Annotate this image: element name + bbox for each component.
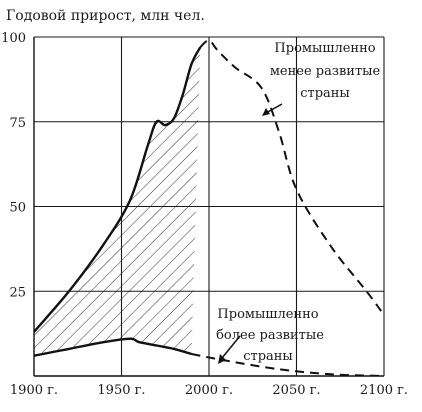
annotation-developed-line-1: Промышленно <box>217 307 318 322</box>
annotation-developing-line-2: менее развитые <box>270 64 381 79</box>
x-tick-label-1900: 1900 г. <box>10 383 58 398</box>
chart-title: Годовой прирост, млн чел. <box>6 8 205 24</box>
y-tick-label-100: 100 <box>1 31 26 46</box>
annotation-developing-arrow <box>265 103 283 114</box>
annotation-developing-line-3: страны <box>300 86 350 101</box>
y-tick-label-75: 75 <box>9 116 26 131</box>
annotation-developing-arrowhead <box>262 108 270 116</box>
annotation-developing-line-1: Промышленно <box>274 41 375 56</box>
x-tick-label-2050: 2050 г. <box>272 383 320 398</box>
x-tick-label-2000: 2000 г. <box>185 383 233 398</box>
annotation-developed-line-2: более развитые <box>216 328 324 343</box>
x-tick-label-1950: 1950 г. <box>97 383 145 398</box>
annotation-developed-line-3: страны <box>243 349 293 364</box>
annotation-developed-arrow <box>221 335 241 359</box>
series-1-projected-line <box>199 39 384 316</box>
series-2-historical-line <box>34 337 192 357</box>
hatched-region <box>34 47 201 356</box>
annotation-developed-arrowhead <box>218 354 226 364</box>
x-tick-label-2100: 2100 г. <box>360 383 408 398</box>
series-2-projected-line <box>191 353 384 376</box>
series-1-historical-line <box>34 46 202 333</box>
y-tick-label-50: 50 <box>9 201 26 216</box>
y-tick-label-25: 25 <box>9 285 26 300</box>
